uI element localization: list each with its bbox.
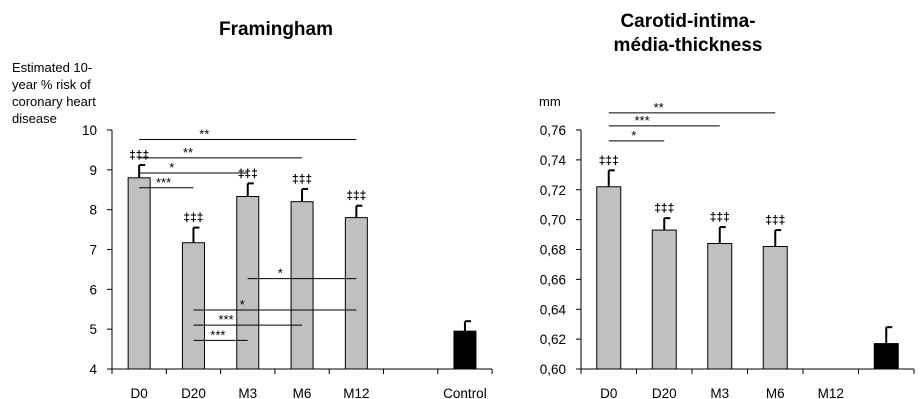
cimt-category-label: D0 [600, 386, 617, 399]
framingham-significance-label: ** [199, 127, 209, 142]
cimt-bar [651, 229, 677, 370]
framingham-category-label: M6 [293, 386, 312, 399]
framingham-category-label: M3 [238, 386, 257, 399]
framingham-category-label: Control [443, 386, 487, 399]
cimt-significance-label: *** [634, 113, 649, 128]
framingham-significance-label: *** [218, 312, 233, 327]
framingham-ytick-label: 4 [89, 362, 97, 377]
framingham-category-label: D20 [181, 386, 206, 399]
cimt-ytick-label: 0,70 [540, 213, 566, 228]
cimt-category-label: M6 [766, 386, 785, 399]
framingham-significance-label: ** [183, 145, 193, 160]
cimt-ytick-label: 0,72 [540, 183, 566, 198]
framingham-ylabel-line-1: Estimated 10- [12, 60, 92, 75]
cimt-significance-label: * [631, 128, 636, 143]
framingham-ytick-label: 5 [89, 322, 97, 337]
framingham-significance-label: *** [156, 175, 171, 190]
cimt-bar-mark: ‡‡‡ [765, 213, 785, 227]
framingham-significance-label: *** [210, 327, 225, 342]
cimt-significance-label: ** [654, 100, 664, 115]
framingham-ytick-label: 7 [89, 243, 97, 258]
cimt-ytick-label: 0,68 [540, 243, 566, 258]
framingham-bar-mark: ‡‡‡ [129, 148, 149, 162]
framingham-ylabel-line-4: disease [12, 111, 57, 126]
framingham-ytick-label: 6 [89, 282, 97, 297]
framingham-ytick-label: 9 [89, 163, 97, 178]
framingham-ytick-label: 10 [82, 123, 97, 138]
cimt-ytick-label: 0,74 [540, 153, 567, 168]
framingham-ylabel-line-3: coronary heart [12, 94, 96, 109]
cimt-ytick-label: 0,76 [540, 123, 566, 138]
framingham-bar [181, 242, 205, 370]
framingham-significance-label: * [278, 266, 283, 281]
cimt-ytick-label: 0,60 [540, 362, 566, 377]
cimt-category-label: D20 [652, 386, 677, 399]
cimt-ytick-label: 0,64 [540, 302, 567, 317]
cimt-category-label: M12 [818, 386, 844, 399]
framingham-significance-label: * [169, 160, 174, 175]
framingham-title: Framingham [219, 19, 333, 40]
cimt-ylabel: mm [539, 94, 561, 109]
cimt-bar-mark: ‡‡‡ [654, 201, 674, 215]
framingham-bar [453, 330, 477, 370]
cimt-bar-mark: ‡‡‡ [599, 153, 619, 167]
framingham-ytick-label: 8 [89, 203, 97, 218]
framingham-bar-mark: ‡‡‡ [346, 189, 366, 203]
framingham-category-label: D0 [131, 386, 148, 399]
framingham-ylabel-line-2: year % risk of [12, 77, 91, 92]
framingham-bar [236, 196, 260, 370]
cimt-bar [762, 246, 788, 370]
cimt-bar-mark: ‡‡‡ [710, 210, 730, 224]
framingham-bar [127, 177, 151, 370]
cimt-bar [707, 243, 733, 370]
framingham-bar [344, 217, 368, 370]
cimt-chart: Carotid-intima- média-thickness mm 0,60 0… [539, 11, 915, 399]
cimt-title-line-2: média-thickness [614, 35, 763, 56]
cimt-ytick-label: 0,66 [540, 272, 566, 287]
framingham-bar-mark: ‡‡‡ [183, 211, 203, 225]
cimt-title-line-1: Carotid-intima- [620, 11, 755, 32]
cimt-category-label: M3 [710, 386, 729, 399]
framingham-category-label: M12 [343, 386, 369, 399]
framingham-significance-label: * [240, 297, 245, 312]
framingham-bar [290, 201, 314, 370]
framingham-chart: Framingham Estimated 10- year % risk of … [12, 19, 493, 399]
framingham-bar-mark: ‡‡‡ [292, 172, 312, 186]
cimt-ytick-label: 0,62 [540, 332, 566, 347]
cimt-bar [873, 343, 899, 370]
cimt-bar [596, 186, 622, 370]
